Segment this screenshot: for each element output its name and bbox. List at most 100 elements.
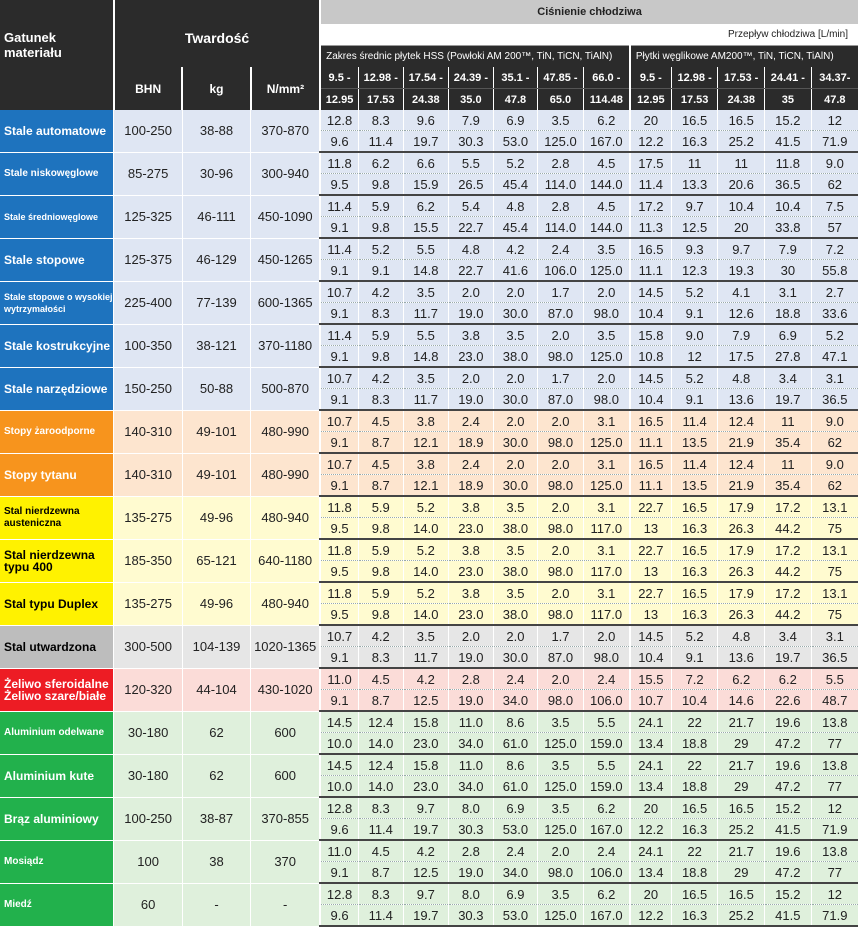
table-row: Stale niskowęglowe 85-275 30-96 300-940 11.8… <box>0 152 858 196</box>
hss-flow-value: 11.8 <box>319 582 359 604</box>
hss-flow-value: 14.0 <box>357 732 404 755</box>
carbide-flow-value: 18.8 <box>670 732 718 755</box>
hss-flow-value: 9.8 <box>357 216 404 239</box>
carbide-flow-value: 71.9 <box>810 904 858 927</box>
table-row: 9.1 9.1 14.8 22.7 41.6 106.0 125.0 11.1 12.3 19.3… <box>0 259 858 282</box>
hss-flow-value: 12.8 <box>319 883 359 905</box>
hss-flow-value: 9.1 <box>357 259 404 282</box>
hss-flow-value: 9.7 <box>402 883 449 905</box>
carbide-flow-value: 16.3 <box>670 560 718 583</box>
hss-flow-value: 19.0 <box>448 388 494 411</box>
carbide-flow-value: 30 <box>764 259 812 282</box>
carbide-flow-value: 47.2 <box>764 732 812 755</box>
hss-flow-value: 38.0 <box>492 517 538 540</box>
hss-flow-value: 12.4 <box>357 711 404 733</box>
hss-flow-value: 106.0 <box>582 689 630 712</box>
carbide-flow-value: 13.6 <box>717 388 765 411</box>
hss-flow-value: 2.0 <box>448 625 494 647</box>
hss-flow-value: 5.5 <box>582 711 630 733</box>
hardness-nmm: - <box>250 883 321 927</box>
hss-flow-value: 6.2 <box>357 152 404 174</box>
hss-flow-value: 98.0 <box>537 560 584 583</box>
carbide-flow-value: 41.5 <box>764 818 812 841</box>
carbide-flow-value: 20 <box>628 110 672 131</box>
material-name: Stale średniowęglowe <box>0 195 114 239</box>
carbide-flow-value: 9.7 <box>670 195 718 217</box>
carbide-flow-value: 44.2 <box>764 603 812 626</box>
carbide-flow-value: 4.8 <box>717 367 765 389</box>
carbide-flow-value: 11.1 <box>628 474 672 497</box>
diameter-range-from: 66.0 - <box>582 67 630 89</box>
hss-flow-value: 3.5 <box>402 367 449 389</box>
table-row: 9.1 9.8 15.5 22.7 45.4 114.0 144.0 11.3 12.5 20 33… <box>0 216 858 239</box>
carbide-flow-value: 11.8 <box>764 152 812 174</box>
hss-flow-value: 23.0 <box>448 603 494 626</box>
diameter-range-from: 9.5 - <box>319 67 359 89</box>
material-name: Aluminium odelwane <box>0 711 114 755</box>
carbide-flow-value: 19.6 <box>764 840 812 862</box>
hss-flow-value: 3.5 <box>537 797 584 819</box>
hss-flow-value: 14.5 <box>319 711 359 733</box>
carbide-flow-value: 35.4 <box>764 431 812 454</box>
carbide-flow-value: 71.9 <box>810 818 858 841</box>
hardness-kg: 38-87 <box>181 797 251 841</box>
hss-flow-value: 30.0 <box>492 388 538 411</box>
carbide-flow-value: 41.5 <box>764 904 812 927</box>
carbide-flow-value: 35.4 <box>764 474 812 497</box>
hss-flow-value: 106.0 <box>537 259 584 282</box>
carbide-flow-value: 12.4 <box>717 453 765 475</box>
hss-flow-value: 98.0 <box>537 345 584 368</box>
hardness-unit-header: N/mm² <box>250 67 322 110</box>
carbide-flow-value: 14.5 <box>628 367 672 389</box>
hss-flow-value: 10.7 <box>319 625 359 647</box>
hss-flow-value: 8.0 <box>448 797 494 819</box>
hss-flow-value: 159.0 <box>582 732 630 755</box>
carbide-flow-value: 13.6 <box>717 646 765 669</box>
hardness-nmm: 370-855 <box>250 797 321 841</box>
hss-flow-value: 23.0 <box>402 732 449 755</box>
diameter-range-to: 12.95 <box>319 88 359 110</box>
hardness-bhn: 150-250 <box>113 367 183 411</box>
coolant-pressure-header: Ciśnienie chłodziwa <box>319 0 858 24</box>
hardness-kg: 65-121 <box>181 539 251 583</box>
hss-flow-value: 14.0 <box>402 560 449 583</box>
hardness-kg: 30-96 <box>181 152 251 196</box>
hss-flow-value: 18.9 <box>448 474 494 497</box>
material-name: Stal typu Duplex <box>0 582 114 626</box>
table-row: Stale kostrukcyjne 100-350 38-121 370-1180 1… <box>0 324 858 368</box>
hardness-bhn: 185-350 <box>113 539 183 583</box>
carbide-flow-value: 11.3 <box>628 216 672 239</box>
carbide-flow-value: 22.7 <box>628 496 672 518</box>
hss-flow-value: 2.0 <box>537 840 584 862</box>
carbide-flow-value: 9.1 <box>670 388 718 411</box>
hss-flow-value: 30.0 <box>492 302 538 325</box>
table-row: Stale narzędziowe 150-250 50-88 500-870 10.7… <box>0 367 858 411</box>
hss-flow-value: 12.5 <box>402 689 449 712</box>
carbide-flow-value: 5.5 <box>810 668 858 690</box>
hss-flow-value: 15.9 <box>402 173 449 196</box>
carbide-flow-value: 15.8 <box>628 324 672 346</box>
hss-flow-value: 2.4 <box>448 453 494 475</box>
hss-flow-value: 5.2 <box>402 582 449 604</box>
carbide-flow-value: 10.7 <box>628 689 672 712</box>
hss-flow-value: 2.0 <box>448 367 494 389</box>
hardness-kg: 44-104 <box>181 668 251 712</box>
carbide-flow-value: 19.7 <box>764 646 812 669</box>
hss-flow-value: 23.0 <box>402 775 449 798</box>
hss-flow-value: 3.8 <box>448 539 494 561</box>
hss-flow-value: 87.0 <box>537 388 584 411</box>
carbide-group-header: Płytki węglikowe AM200™, TiN, TiCN, TiAl… <box>628 45 858 67</box>
table-row: 9.6 11.4 19.7 30.3 53.0 125.0 167.0 12.2 16.3 25.… <box>0 130 858 153</box>
carbide-flow-value: 75 <box>810 560 858 583</box>
carbide-flow-value: 7.5 <box>810 195 858 217</box>
hardness-nmm: 450-1265 <box>250 238 321 282</box>
hss-flow-value: 2.0 <box>582 281 630 303</box>
hss-flow-value: 4.2 <box>357 625 404 647</box>
hss-flow-value: 2.0 <box>537 410 584 432</box>
hss-flow-value: 15.8 <box>402 711 449 733</box>
hss-flow-value: 53.0 <box>492 904 538 927</box>
hss-flow-value: 2.0 <box>582 625 630 647</box>
hss-flow-value: 4.8 <box>492 195 538 217</box>
carbide-flow-value: 13 <box>628 560 672 583</box>
carbide-flow-value: 16.5 <box>628 453 672 475</box>
